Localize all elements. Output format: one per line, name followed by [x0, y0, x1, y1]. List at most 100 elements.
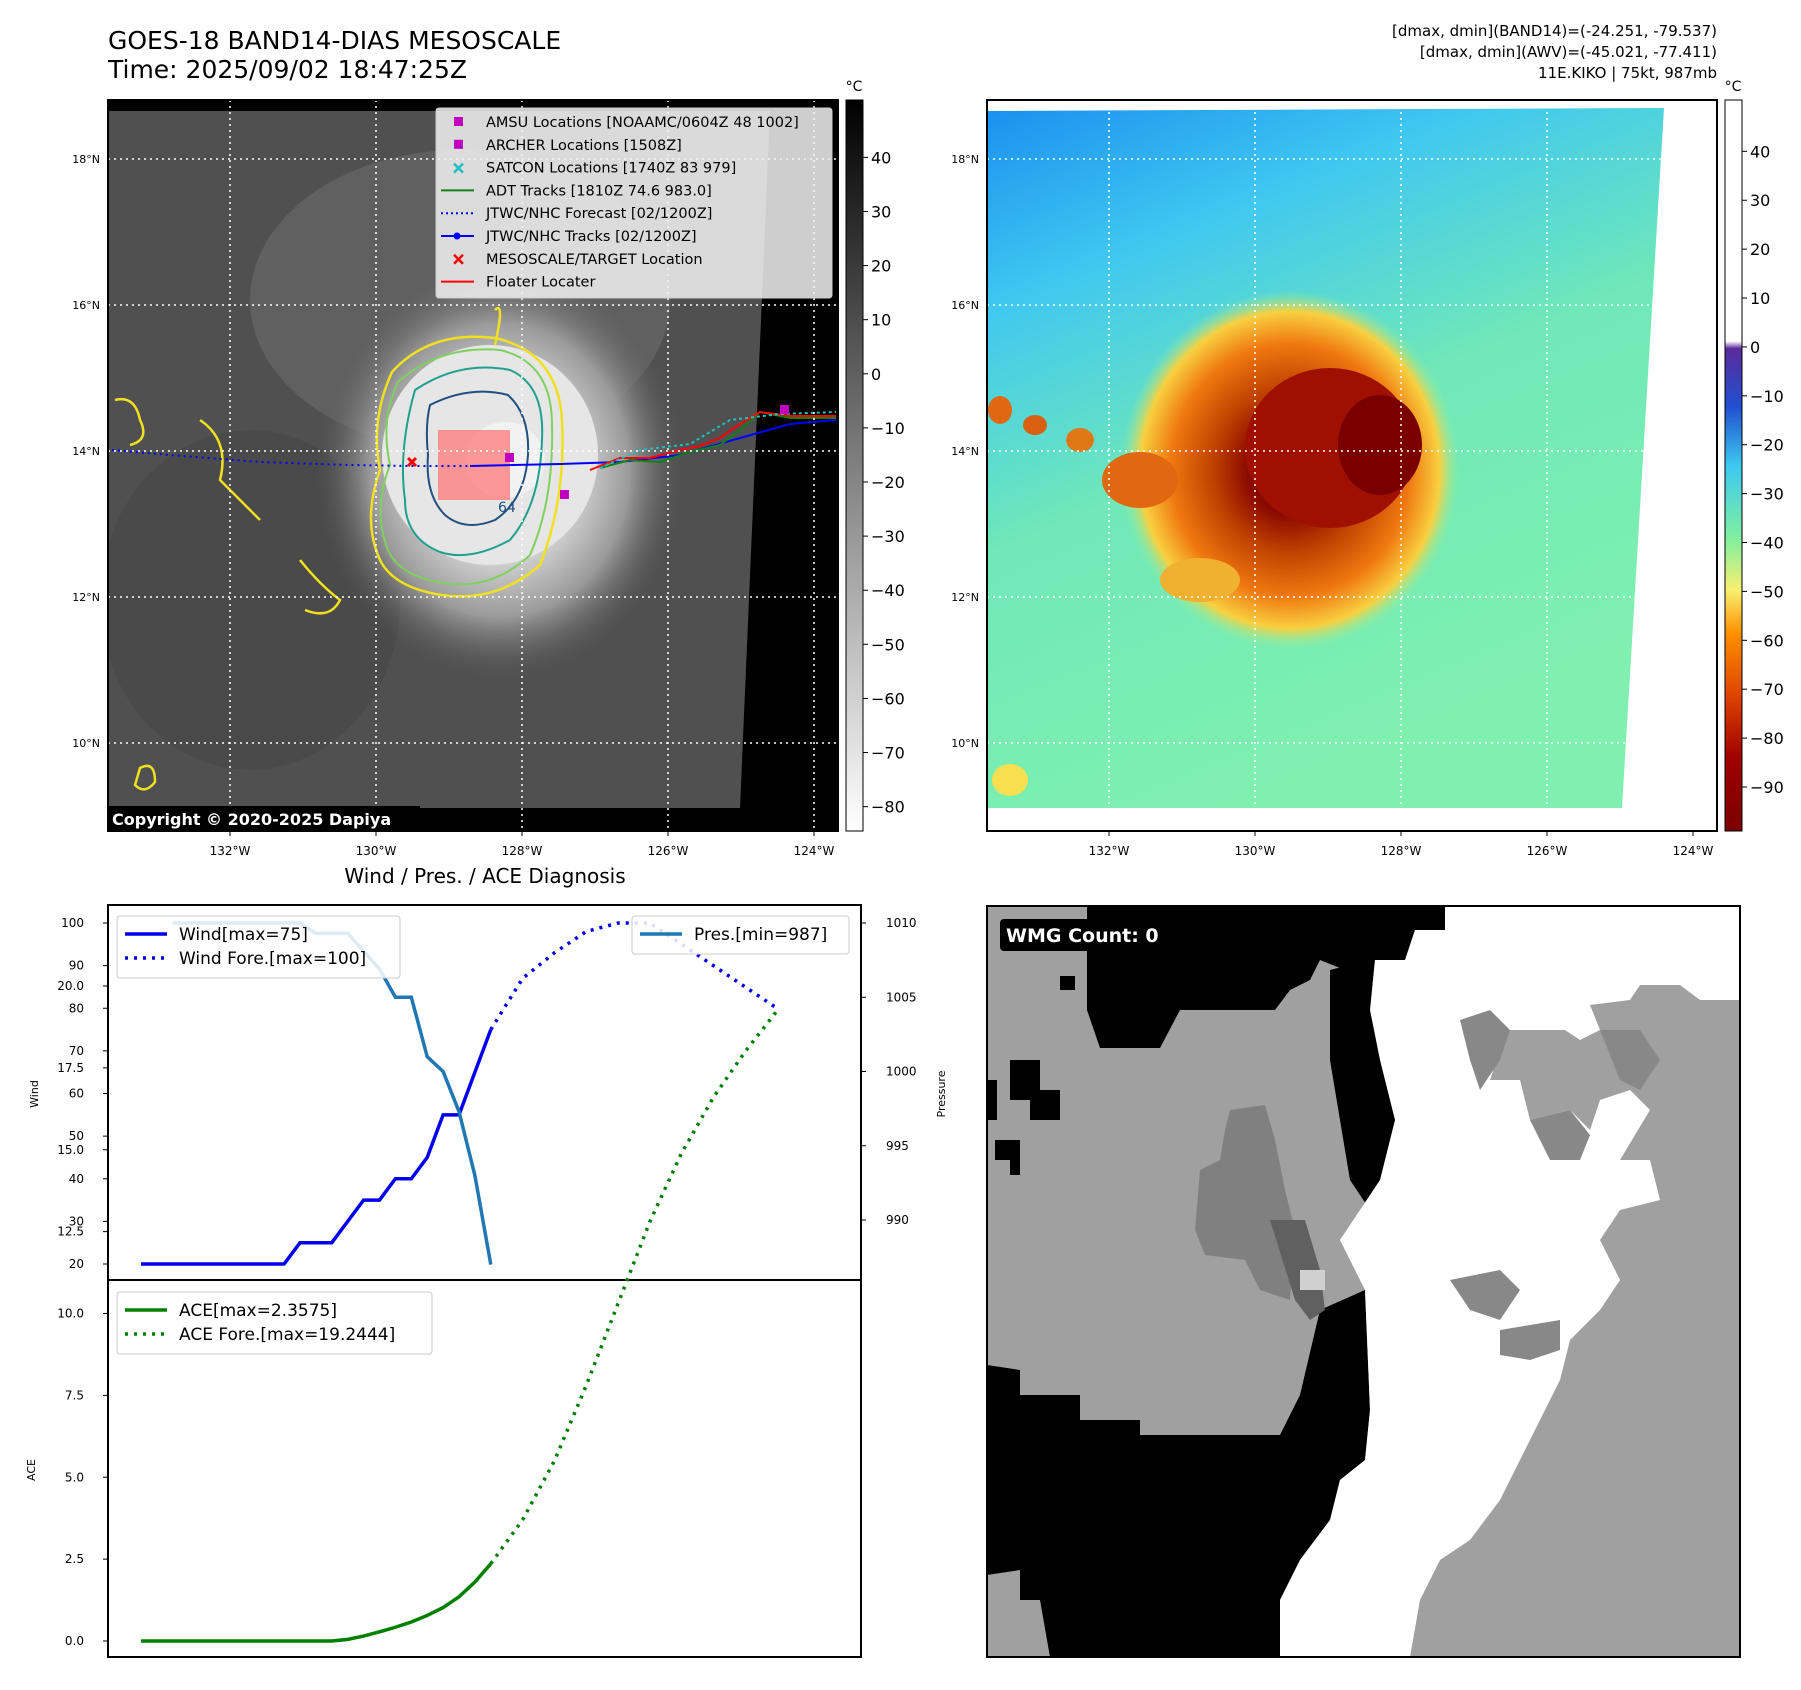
wmg-block [1270, 1220, 1325, 1320]
legend-label: ADT Tracks [1810Z 74.6 983.0] [486, 183, 712, 199]
wmg-block [1500, 1320, 1560, 1360]
awv-colorbar [1724, 99, 1743, 832]
stats-band14: [dmax, dmin](BAND14)=(-24.251, -79.537) [1392, 22, 1717, 40]
lat-tick-label: 16°N [72, 299, 100, 312]
storm-info: 11E.KIKO | 75kt, 987mb [1538, 64, 1717, 82]
ace-tick-label: 15.0 [57, 1143, 84, 1157]
lon-tick-label: 128°W [1381, 844, 1422, 858]
legend-label: Pres.[min=987] [694, 925, 827, 945]
colorbar-tick-label: 20 [1750, 240, 1770, 259]
legend-label: Floater Locater [486, 275, 595, 291]
colorbar-tick-label: −10 [871, 419, 905, 438]
wind-tick-label: 70 [69, 1044, 84, 1058]
wmg-label-box [1000, 919, 1178, 951]
awv-colorbar-unit: °C [1725, 79, 1742, 95]
lon-tick-label: 132°W [210, 844, 251, 858]
colorbar-tick-label: 10 [871, 311, 891, 330]
colorbar-tick-label: −40 [871, 581, 905, 600]
wind-tick-label: 50 [69, 1129, 84, 1143]
wmg-block [1530, 1110, 1590, 1160]
legend-box [116, 1291, 433, 1355]
ace-ylabel: ACE [25, 1459, 38, 1481]
colorbar-tick-label: −70 [871, 744, 905, 763]
amsu-marker [560, 490, 569, 499]
colorbar-tick-label: −70 [1750, 680, 1784, 699]
pressure-tick-label: 990 [886, 1213, 909, 1227]
ir-panel: 64 [72, 79, 905, 858]
colorbar-tick-label: −10 [1750, 387, 1784, 406]
wmg-block [1300, 1270, 1325, 1290]
lat-tick-label: 10°N [72, 737, 100, 750]
pressure-ylabel: Pressure [935, 1070, 948, 1117]
legend-label: Wind[max=75] [179, 925, 308, 945]
lon-tick-label: 130°W [1235, 844, 1276, 858]
ace-tick-label: 2.5 [65, 1552, 84, 1566]
wmg-block [987, 1290, 1370, 1657]
ir-colorbar-unit: °C [846, 79, 863, 95]
wind-tick-label: 90 [69, 959, 84, 973]
forecast-track [111, 449, 470, 467]
lat-tick-label: 16°N [951, 299, 979, 312]
legend-label: MESOSCALE/TARGET Location [486, 252, 703, 268]
wmg-block [987, 1570, 1050, 1657]
ace-tick-label: 20.0 [57, 979, 84, 993]
colorbar-tick-label: −20 [871, 473, 905, 492]
wmg-block [1450, 1270, 1520, 1320]
ace-tick-label: 5.0 [65, 1470, 84, 1484]
legend-label: JTWC/NHC Tracks [02/1200Z] [485, 229, 697, 245]
colorbar-tick-label: 40 [1750, 142, 1770, 161]
lon-tick-label: 124°W [794, 844, 835, 858]
figure-title: GOES-18 BAND14-DIAS MESOSCALE [108, 26, 562, 55]
lat-tick-label: 18°N [72, 153, 100, 166]
wind-tick-label: 40 [69, 1172, 84, 1186]
wmg-count-label: WMG Count: 0 [1006, 925, 1159, 947]
wmg-blocks [987, 906, 1740, 1657]
adt-track [599, 410, 836, 469]
colorbar-tick-label: −30 [871, 527, 905, 546]
lon-tick-label: 126°W [648, 844, 689, 858]
wind-tick-label: 30 [69, 1214, 84, 1228]
ace-tick-label: 12.5 [57, 1225, 84, 1239]
pressure-tick-label: 1010 [886, 916, 917, 930]
awv-panel: °C 403020100−10−20−30−40−50−60−70−80−90 … [951, 79, 1784, 858]
colorbar-tick-label: −50 [1750, 582, 1784, 601]
legend-marker [454, 139, 463, 149]
legend-box [116, 915, 401, 979]
lat-tick-label: 12°N [951, 591, 979, 604]
colorbar-tick-label: −60 [1750, 631, 1784, 650]
legend-marker [453, 162, 464, 174]
wind-tick-label: 80 [69, 1001, 84, 1015]
wind-ylabel: Wind [28, 1080, 41, 1108]
lat-tick-label: 18°N [951, 153, 979, 166]
wmg-block [1195, 1105, 1295, 1300]
wmg-block [1600, 1030, 1660, 1090]
legend-label: ACE Fore.[max=19.2444] [179, 1325, 395, 1345]
colorbar-tick-label: −90 [1750, 778, 1784, 797]
colorbar-tick-label: −80 [871, 798, 905, 817]
legend-label: ACE[max=2.3575] [179, 1301, 337, 1321]
legend-marker [453, 253, 464, 265]
legend-box [631, 915, 850, 955]
lon-tick-label: 126°W [1527, 844, 1568, 858]
wind-series-line-0 [141, 1028, 493, 1266]
ace-tick-label: 10.0 [57, 1307, 84, 1321]
ace-tick-label: 7.5 [65, 1388, 84, 1402]
wmg-panel: WMG Count: 0 [986, 905, 1741, 1658]
amsu-marker-2 [780, 405, 789, 414]
colorbar-tick-label: 30 [1750, 191, 1770, 210]
wmg-block [1010, 1060, 1060, 1120]
contour-label: 64 [498, 500, 516, 516]
ace-tick-label: 0.0 [65, 1634, 84, 1648]
wmg-block [1060, 976, 1075, 990]
lon-tick-label: 130°W [356, 844, 397, 858]
colorbar-tick-label: −40 [1750, 534, 1784, 553]
copyright-text: Copyright © 2020-2025 Dapiya [112, 810, 391, 829]
diagnosis-title: Wind / Pres. / ACE Diagnosis [344, 864, 625, 888]
legend-label: ARCHER Locations [1508Z] [486, 138, 682, 154]
wmg-block [995, 1140, 1020, 1175]
archer-marker [505, 453, 514, 462]
ir-colorbar [845, 99, 864, 832]
lat-tick-label: 14°N [72, 445, 100, 458]
